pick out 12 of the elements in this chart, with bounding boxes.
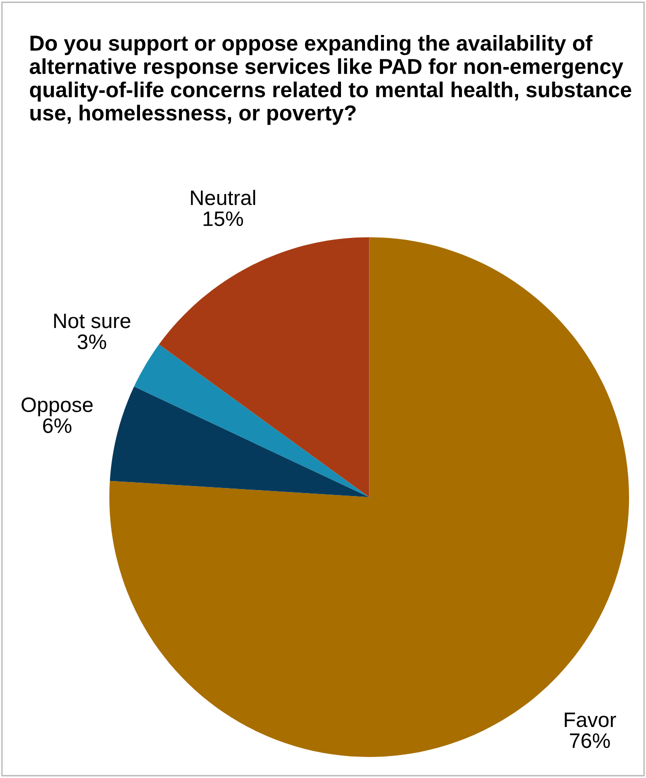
slice-label: Neutral — [191, 190, 256, 206]
data-label: 76% — [570, 733, 610, 748]
data-label: 15% — [204, 211, 244, 226]
pie-slice — [134, 344, 370, 498]
slice-label: Not sure — [54, 314, 130, 328]
data-label: 6% — [43, 418, 72, 434]
slice-label: Favor — [564, 712, 616, 728]
pie-slice — [158, 237, 370, 498]
chart-title: Do you support or oppose expanding the availability of alternative response services like PAD for non-emergency quality-of-life concerns related to mental health, substance use, homelessness, or poverty? — [30, 35, 632, 125]
slice-label: Oppose — [22, 397, 93, 416]
pie-slice — [110, 386, 370, 498]
data-label: 3% — [78, 334, 106, 350]
